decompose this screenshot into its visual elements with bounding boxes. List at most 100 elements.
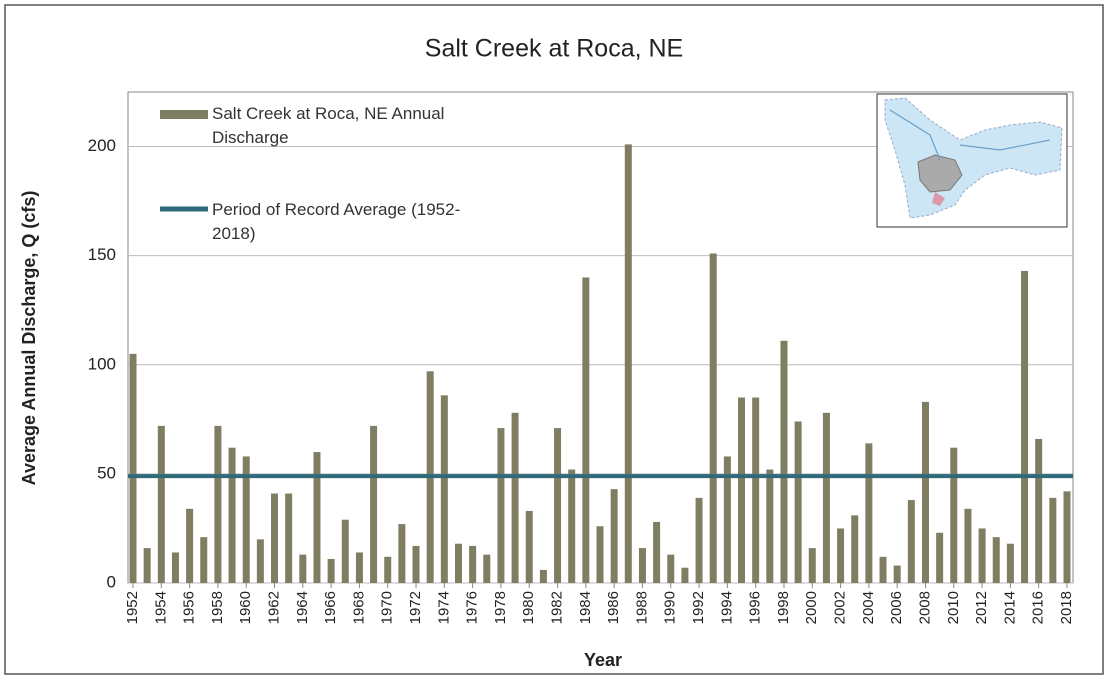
bar (454, 543, 462, 583)
bar (1035, 438, 1043, 583)
bar (256, 539, 264, 583)
bar (907, 500, 915, 583)
bar (511, 412, 519, 583)
bar (398, 524, 406, 583)
x-tick-label: 1974 (435, 591, 452, 624)
bar (667, 554, 675, 583)
x-tick-label: 2010 (945, 591, 962, 624)
x-tick-label: 1958 (209, 591, 226, 624)
x-tick-label: 1952 (124, 591, 141, 624)
x-tick-label: 1992 (690, 591, 707, 624)
legend-label: Salt Creek at Roca, NE Annual Discharge (212, 104, 445, 147)
x-tick-label: 2014 (1001, 591, 1018, 624)
chart-title: Salt Creek at Roca, NE (425, 35, 683, 63)
legend-label: Period of Record Average (1952-2018) (212, 200, 461, 243)
bar (370, 425, 378, 583)
bar (271, 493, 279, 583)
bar (964, 508, 972, 583)
bar (143, 548, 151, 583)
x-tick-label: 1962 (265, 591, 282, 624)
x-tick-label: 1996 (747, 591, 764, 624)
x-tick-label: 1986 (605, 591, 622, 624)
y-tick-label: 150 (88, 245, 116, 264)
bar (681, 567, 689, 583)
x-tick-label: 1966 (322, 591, 339, 624)
x-tick-label: 1988 (633, 591, 650, 624)
x-tick-label: 1990 (662, 591, 679, 624)
x-tick-label: 1982 (549, 591, 566, 624)
x-tick-label: 1968 (350, 591, 367, 624)
bar (355, 552, 363, 583)
bar (978, 528, 986, 583)
bar (469, 545, 477, 583)
bar (950, 447, 958, 583)
bar (525, 510, 533, 583)
bar (610, 489, 618, 583)
x-tick-label: 2000 (803, 591, 820, 624)
bar (879, 556, 887, 583)
bar (341, 519, 349, 583)
legend-swatch-bar (160, 110, 208, 119)
y-tick-label: 0 (107, 572, 116, 591)
x-tick-label: 1984 (577, 591, 594, 624)
bar (638, 548, 646, 583)
bar (780, 340, 788, 583)
bar (384, 556, 392, 583)
bar (582, 277, 590, 583)
bar (865, 443, 873, 583)
x-tick-label: 1978 (492, 591, 509, 624)
x-tick-label: 1998 (775, 591, 792, 624)
bar (851, 515, 859, 583)
x-tick-label: 2008 (916, 591, 933, 624)
x-tick-label: 2006 (888, 591, 905, 624)
bar (440, 395, 448, 583)
bar (936, 532, 944, 583)
bar (822, 412, 830, 583)
bar (554, 428, 562, 583)
bar (596, 526, 604, 583)
x-axis-label: Year (584, 650, 622, 670)
bar (738, 397, 746, 583)
bar (808, 548, 816, 583)
bar (412, 545, 420, 583)
inset-map (876, 93, 1068, 228)
x-tick-label: 2012 (973, 591, 990, 624)
bar (483, 554, 491, 583)
bar (1049, 497, 1057, 583)
bar (129, 353, 137, 583)
y-tick-label: 50 (97, 463, 116, 482)
bar (497, 428, 505, 583)
bar (1006, 543, 1014, 583)
bar (157, 425, 165, 583)
bar (299, 554, 307, 583)
bar (242, 456, 250, 583)
bar (992, 537, 1000, 583)
y-axis-label: Average Annual Discharge, Q (cfs) (19, 191, 39, 486)
bar (1021, 270, 1029, 583)
x-tick-label: 2004 (860, 591, 877, 624)
bar (893, 565, 901, 583)
x-tick-label: 2018 (1058, 591, 1075, 624)
bar (766, 469, 774, 583)
x-tick-label: 1960 (237, 591, 254, 624)
bar (568, 469, 576, 583)
x-tick-label: 1994 (718, 591, 735, 624)
bar (539, 569, 547, 583)
x-tick-label: 1980 (520, 591, 537, 624)
y-tick-label: 100 (88, 354, 116, 373)
bar (794, 421, 802, 583)
plot: 0 50 100 150 200 1952 1954 1956 1958 1960 1962 1964… (88, 91, 1075, 624)
x-tick-label: 1976 (464, 591, 481, 624)
bar (921, 401, 929, 583)
map-point (932, 192, 945, 206)
bar (653, 521, 661, 583)
bar (327, 558, 335, 583)
bar (186, 508, 194, 583)
y-tick-label: 200 (88, 136, 116, 155)
bar (837, 528, 845, 583)
x-tick-label: 1970 (379, 591, 396, 624)
bar (171, 552, 179, 583)
x-tick-label: 1972 (407, 591, 424, 624)
